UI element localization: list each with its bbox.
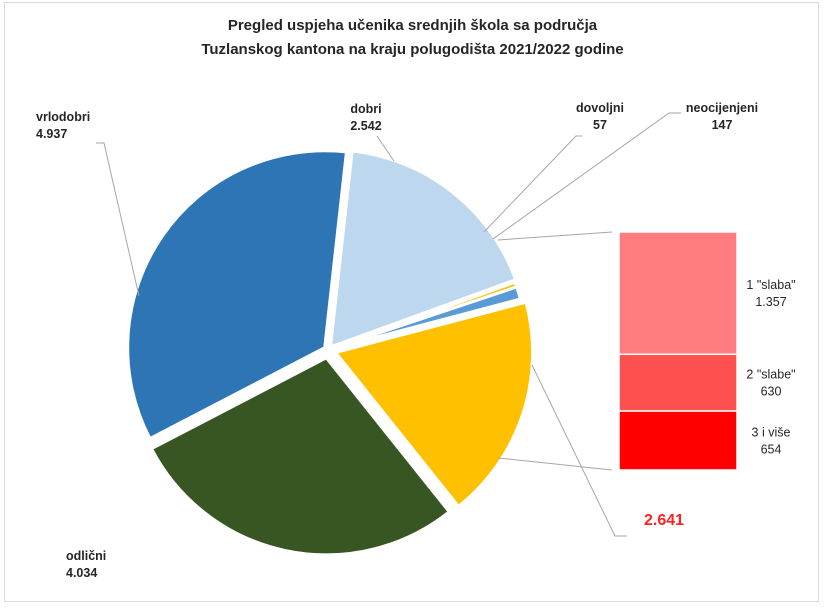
slice-label-name-neocijenjeni: neocijenjeni <box>686 101 758 115</box>
slice-label-name-odlicni: odlični <box>66 549 106 563</box>
breakdown-label-name-1-slaba: 1 "slaba" <box>746 278 795 292</box>
slice-label-value-dobri: 2.542 <box>350 119 381 133</box>
pie-slice-vrlodobri <box>126 149 349 441</box>
breakdown-total-label: 2.641 <box>644 512 684 529</box>
chart-title-line-1: Pregled uspjeha učenika srednjih škola s… <box>227 17 598 34</box>
leader-line-vrlodobri <box>96 142 140 297</box>
breakdown-bar-3-i-vise <box>618 410 738 471</box>
breakdown-label-name-2-slabe: 2 "slabe" <box>746 368 795 382</box>
slice-label-value-vrlodobri: 4.937 <box>36 127 67 141</box>
slice-label-value-neocijenjeni: 147 <box>712 118 733 132</box>
pie-slice-dobri <box>328 149 518 350</box>
slice-label-name-vrlodobri: vrlodobri <box>36 110 90 124</box>
chart-title: Pregled uspjeha učenika srednjih škola s… <box>0 14 825 62</box>
breakdown-bar-2-slabe <box>618 353 738 412</box>
breakdown-label-name-3-i-vise: 3 i više <box>752 426 791 440</box>
slice-label-name-dovoljni: dovoljni <box>576 101 624 115</box>
leader-line-neocijenjeni <box>492 112 681 240</box>
pie-slice-nedovoljni <box>332 300 535 509</box>
breakdown-label-value-2-slabe: 630 <box>761 385 782 399</box>
chart-title-line-2: Tuzlanskog kantona na kraju polugodišta … <box>201 41 624 58</box>
breakdown-label-value-1-slaba: 1.357 <box>755 295 786 309</box>
pie-slice-dovoljni <box>329 280 519 351</box>
slice-label-value-dovoljni: 57 <box>593 118 607 132</box>
breakdown-connector-top <box>497 231 613 241</box>
breakdown-bar-1-slaba <box>618 231 738 356</box>
slice-label-value-odlicni: 4.034 <box>66 566 97 580</box>
breakdown-connector-bottom <box>497 457 613 471</box>
slice-label-name-dobri: dobri <box>350 102 381 116</box>
pie-slice-odlicni <box>149 355 452 557</box>
breakdown-label-value-3-i-vise: 654 <box>761 443 782 457</box>
leader-line-dovoljni <box>483 135 582 233</box>
leader-line-dobri <box>376 135 395 162</box>
leader-line-nedovoljni <box>531 364 627 537</box>
